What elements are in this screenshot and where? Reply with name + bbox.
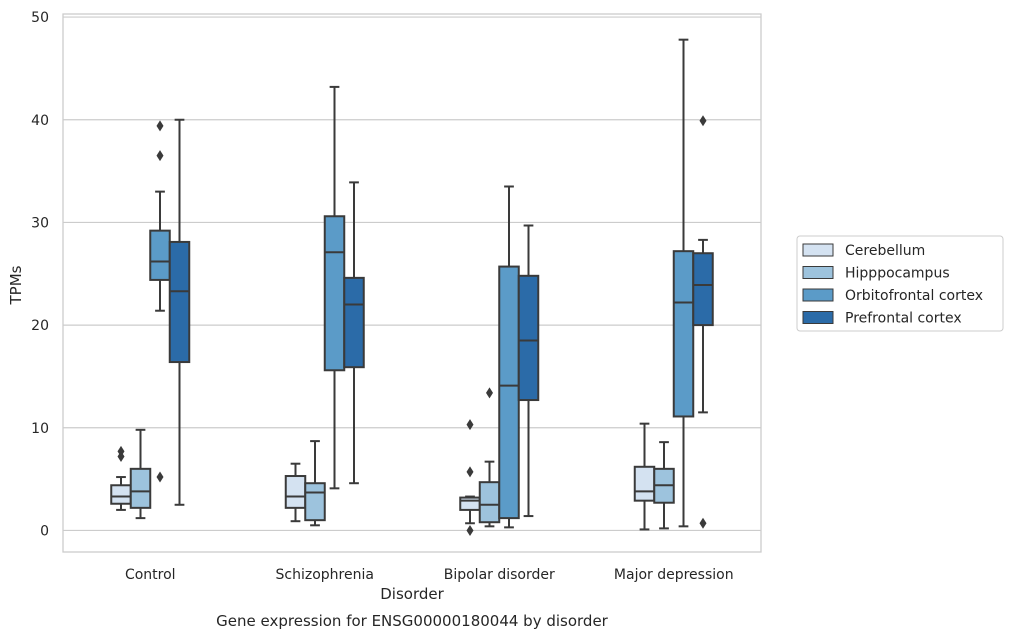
outlier-point [466,466,474,478]
legend-swatch [802,243,834,257]
x-tick-label: Schizophrenia [276,567,374,583]
y-axis-label: TPMs [7,265,25,305]
plot-frame [62,13,762,553]
iqr-box [323,215,346,372]
y-tick-label: 40 [31,113,49,129]
y-tick-label: 20 [31,318,49,334]
iqr-box [149,229,171,281]
box-cerebellum [633,422,656,531]
y-tick-label: 10 [31,421,49,437]
outlier-point [156,150,164,162]
outlier-point [466,419,474,431]
legend-frame [796,235,1004,332]
legend-swatch [802,311,834,324]
x-tick-label: Major depression [614,567,734,583]
outlier-point [117,445,125,457]
box-cerebellum [284,462,307,523]
x-tick-label: Control [125,567,176,583]
chart-title: Gene expression for ENSG00000180044 by d… [216,612,609,630]
box-hipppocampus [478,387,501,528]
legend-label: Orbitofrontal cortex [845,288,983,304]
iqr-box [129,467,152,509]
iqr-box [284,475,307,509]
box-prefrontal-cortex [517,224,540,518]
box-series [110,38,714,536]
y-tick-label: 0 [40,523,49,539]
outlier-point [486,387,493,399]
iqr-box [517,274,540,402]
box-prefrontal-cortex [168,118,191,506]
iqr-box [498,265,520,520]
box-prefrontal-cortex [343,181,365,485]
legend-label: Cerebellum [845,243,925,259]
iqr-box [692,252,714,327]
box-cerebellum [459,419,481,536]
legend-label: Hipppocampus [845,266,950,282]
x-tick-labels: Control Schizophrenia Bipolar disorder Majo… [125,567,734,583]
iqr-box [110,484,132,505]
legend-swatch [802,266,834,279]
box-orbitofrontal-cortex [323,85,346,490]
outlier-point [699,115,707,127]
box-prefrontal-cortex [692,115,714,529]
box-hipppocampus [653,441,675,530]
outlier-point [156,471,164,483]
box-hipppocampus [304,440,326,527]
iqr-box [304,482,326,522]
iqr-box [459,496,481,511]
legend-label: Prefrontal cortex [845,311,962,327]
iqr-box [168,240,191,364]
outlier-point [156,120,164,132]
box-hipppocampus [129,428,152,520]
box-orbitofrontal-cortex [672,38,695,528]
iqr-box [672,250,695,418]
legend: Cerebellum Hipppocampus Orbitofrontal cort… [796,235,1004,332]
iqr-box [343,276,365,369]
outlier-point [466,524,474,536]
y-tick-labels: 0 10 20 30 40 50 [31,10,49,539]
outlier-point [699,517,707,529]
x-axis-label: Disorder [380,585,444,603]
y-tick-label: 50 [31,10,49,26]
y-tick-label: 30 [31,215,49,231]
iqr-box [633,465,656,502]
x-tick-label: Bipolar disorder [444,567,555,583]
legend-swatch [802,288,834,302]
iqr-box [478,481,501,524]
